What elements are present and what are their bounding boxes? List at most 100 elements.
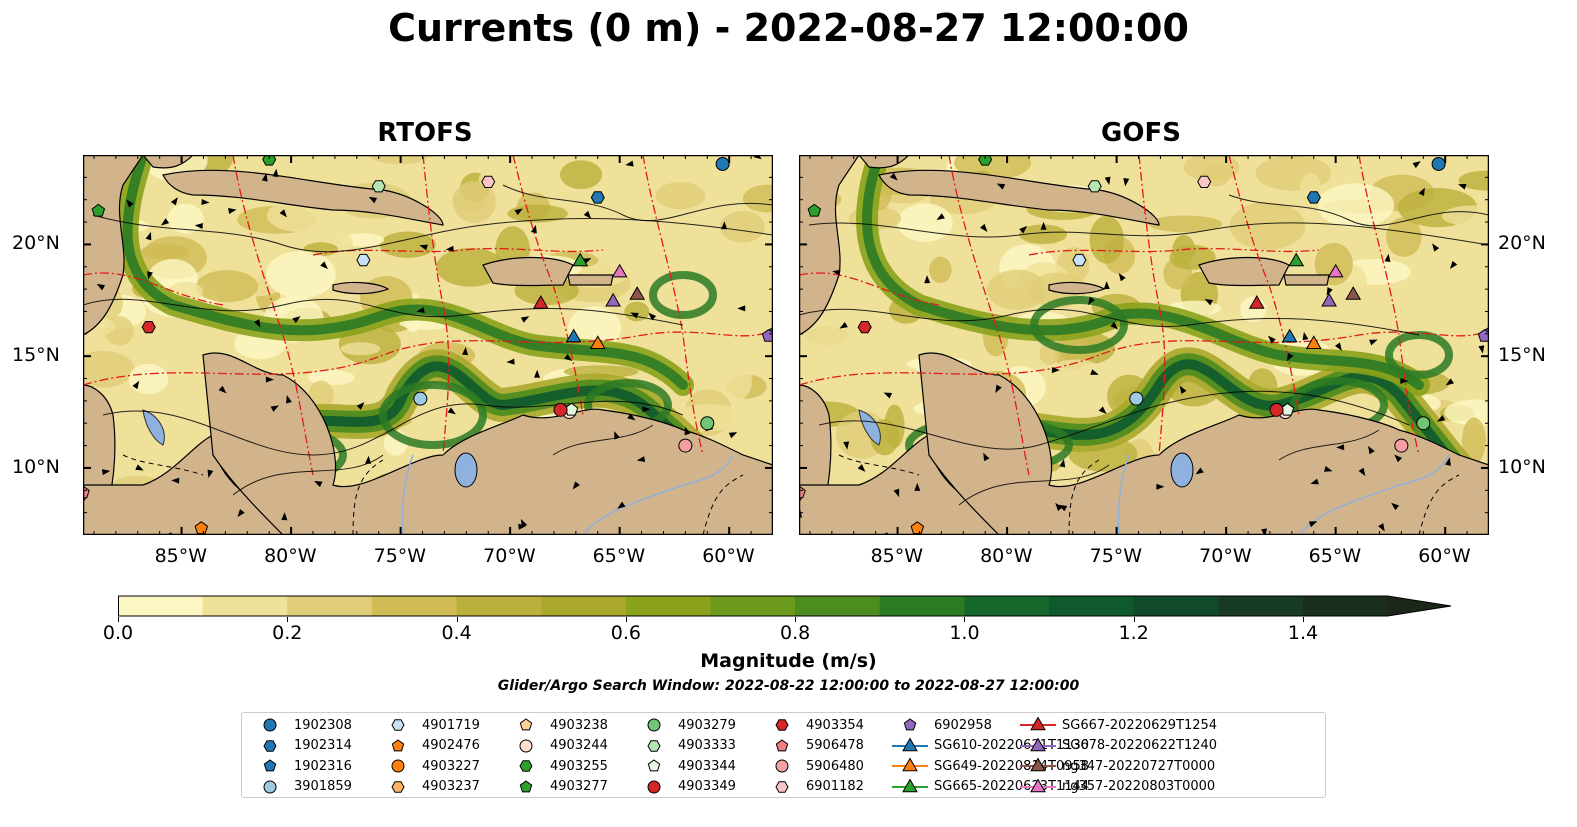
eez-boundary (1358, 155, 1420, 456)
streamline-arrow (1449, 260, 1458, 270)
streamline-arrow (1103, 281, 1110, 290)
legend-label: 4901719 (422, 717, 480, 733)
legend-symbol (1030, 736, 1046, 751)
legend-marker (647, 718, 661, 732)
figure-title: Currents (0 m) - 2022-08-27 12:00:00 (388, 6, 1189, 50)
platform-marker-SG665-20220623T1144 (1288, 252, 1305, 267)
streamline-arrow (728, 432, 738, 439)
streamline-arrow (1088, 296, 1095, 306)
legend-label: ng347-20220727T0000 (1062, 758, 1216, 774)
lake-maracaibo (454, 452, 478, 488)
streamline-arrow (721, 221, 728, 230)
legend-symbol (263, 780, 277, 793)
speed-patch (719, 210, 766, 243)
speed-patch (340, 342, 381, 356)
eez-boundary (1028, 247, 1320, 256)
streamline-arrow (924, 275, 931, 284)
speed-patch (370, 155, 428, 165)
eez-boundary (948, 155, 1030, 476)
streamline-arrow (194, 222, 203, 229)
speed-patch (128, 346, 163, 359)
eez-boundary (642, 155, 704, 456)
streamline-arrow (1368, 445, 1375, 455)
platform-marker-SG649-20220814T0958 (1305, 335, 1322, 349)
colorbar-segment (371, 596, 457, 616)
speed-patch (1145, 165, 1168, 194)
colorbar-frame (118, 595, 1452, 617)
streamline-arrow (1445, 378, 1454, 386)
legend-marker (775, 780, 789, 793)
platform-marker-1902314 (1306, 191, 1321, 204)
legend-symbol (647, 739, 661, 752)
colorbar-tick (118, 617, 119, 622)
streamline-arrow (1378, 523, 1385, 532)
river (401, 454, 414, 535)
legend-item: SG667-20220629T1254 (1018, 715, 1217, 735)
map-panel-rtofs (83, 155, 773, 535)
legend-label: 6902958 (934, 717, 992, 733)
streamline-arrow (520, 316, 530, 323)
lake-nicaragua (858, 409, 881, 446)
colorbar-segment (541, 596, 627, 616)
streamline-arrow (684, 426, 691, 436)
streamline-arrow (1123, 178, 1130, 187)
platform-marker-4903349 (553, 402, 568, 417)
streamline-arrow (1336, 444, 1345, 451)
colorbar-segment (287, 596, 373, 616)
streamline-arrow (737, 305, 746, 312)
legend-marker (519, 718, 533, 731)
legend-symbol (263, 718, 277, 732)
colorbar-tick-label: 1.0 (949, 622, 980, 644)
platform-marker-4903354 (857, 321, 872, 334)
colorbar-segment (795, 596, 881, 616)
streamline-arrow (1302, 331, 1309, 341)
colorbar-segment (1218, 596, 1304, 616)
streamline (1278, 429, 1380, 461)
legend-item: SG678-20220622T1240 (1018, 736, 1217, 756)
legend-item: 4903244 (506, 736, 608, 756)
eez-boundary (83, 329, 773, 386)
land-mass (918, 352, 1489, 535)
streamline-arrow (207, 469, 214, 478)
streamline-arrow (261, 173, 268, 182)
platform-marker-4901719 (356, 253, 371, 267)
land-mass (332, 281, 390, 295)
platform-marker-4903277 (91, 203, 106, 217)
streamline-arrow (520, 519, 528, 528)
streamline (808, 222, 1489, 246)
legend-symbol (647, 780, 661, 793)
streamline-arrow (1055, 502, 1063, 511)
streamline-arrow (1432, 243, 1440, 252)
streamline-arrow (147, 271, 153, 280)
streamline-arrow (857, 464, 866, 472)
legend-item: 1902308 (250, 715, 352, 735)
speed-patch (799, 321, 864, 362)
streamline-arrow (1418, 187, 1425, 197)
streamline-arrow (365, 455, 372, 464)
legend-marker (775, 759, 789, 773)
panel-title-rtofs: RTOFS (377, 118, 473, 148)
platform-marker-6902958 (761, 328, 773, 342)
legend-symbol (902, 777, 918, 792)
legend-marker (519, 739, 533, 752)
legend-item: 4903238 (506, 715, 608, 735)
streamline (1228, 194, 1489, 227)
legend-label: 1902316 (294, 758, 352, 774)
lat-tick-label-right: 15°N (1498, 344, 1546, 367)
legend-symbol (519, 718, 533, 731)
legend-marker (647, 759, 661, 772)
platform-marker-4903277 (807, 203, 822, 217)
streamline-arrow (1478, 345, 1485, 354)
platform-marker-6901182 (1197, 175, 1212, 188)
legend-item: ng347-20220727T0000 (1018, 756, 1215, 776)
lat-tick-label-left: 10°N (12, 455, 60, 478)
land-mass (1198, 256, 1290, 287)
lon-tick-label: 65°W (1308, 545, 1362, 567)
streamline-arrow (1156, 483, 1165, 490)
speed-patch (308, 380, 334, 409)
streamline (958, 464, 1110, 506)
colorbar-tick (964, 617, 966, 622)
speed-patch (929, 256, 952, 284)
legend: 1902308 1902314 1902316 3901859 4901719 49024… (241, 712, 1326, 798)
eez-boundary (312, 247, 604, 256)
